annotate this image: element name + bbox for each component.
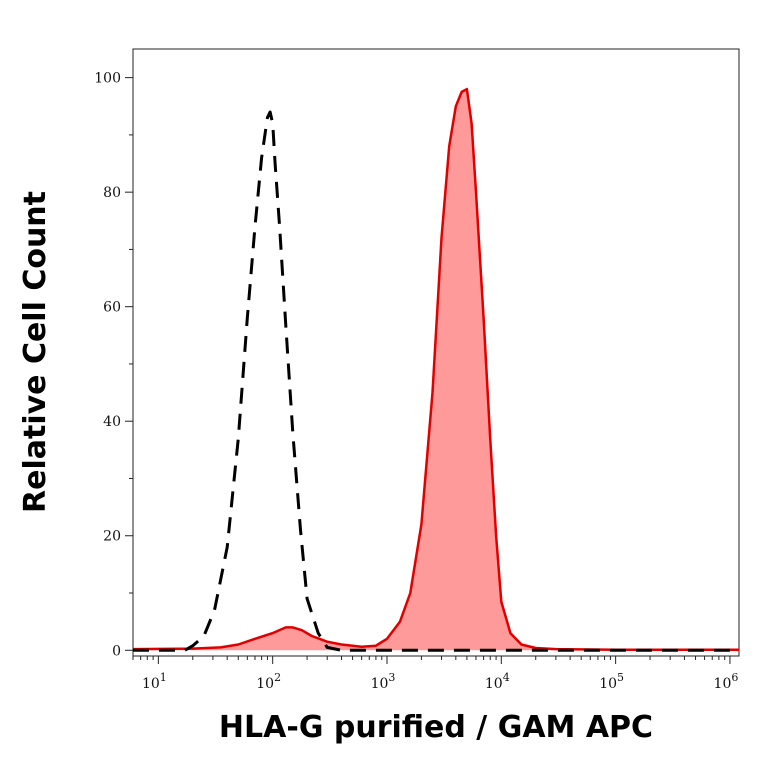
y-tick-label-4: 80: [103, 185, 121, 201]
x-tick-label-1: 102: [256, 671, 281, 692]
x-tick-label-4: 105: [599, 671, 624, 692]
x-tick-label-2: 103: [371, 671, 396, 692]
x-tick-label-3: 104: [485, 671, 510, 692]
series-layer: [132, 87, 739, 652]
x-tick-label-5: 106: [714, 671, 739, 692]
y-tick-label-3: 60: [103, 300, 121, 316]
y-axis-ticks: 0 20 40 60 80 100: [94, 71, 133, 659]
x-axis-title: HLA-G purified / GAM APC: [219, 710, 653, 745]
y-tick-label-5: 100: [94, 71, 121, 87]
series-1-area: [133, 89, 739, 651]
y-tick-label-0: 0: [112, 643, 121, 659]
series-1-line: [132, 87, 739, 651]
series-0-line: [133, 110, 739, 652]
x-tick-label-0: 101: [142, 671, 167, 692]
y-tick-label-1: 20: [103, 529, 121, 545]
x-axis-ticks: 101 102 103 104 105 106: [132, 656, 739, 692]
y-tick-label-2: 40: [103, 414, 121, 430]
y-axis-title: Relative Cell Count: [18, 191, 53, 513]
plot-frame: [132, 48, 740, 657]
